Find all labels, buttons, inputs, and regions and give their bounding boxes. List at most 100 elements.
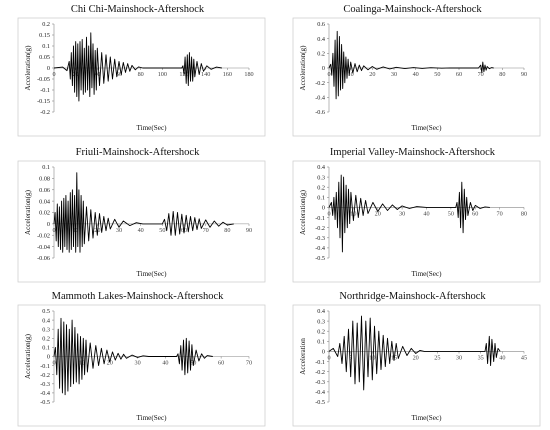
y-tick-label: 0.4 [317, 308, 325, 315]
y-tick-label: 0.2 [317, 328, 325, 335]
chart-frame [292, 160, 541, 283]
x-axis-title: Time(Sec) [411, 124, 442, 132]
y-tick-label: -0.02 [37, 232, 50, 239]
y-axis-title: Acceleration(g) [24, 189, 32, 235]
x-tick-label: 30 [116, 227, 122, 234]
y-tick-label: 0 [322, 349, 325, 356]
chart-panel: Chi Chi-Mainshock-Aftershock -0.2 -0.15 -0.… [0, 0, 275, 140]
x-tick-label: 50 [159, 227, 165, 234]
y-tick-label: -0.5 [315, 255, 325, 262]
x-tick-label: 40 [94, 71, 100, 78]
x-tick-label: 70 [497, 210, 503, 217]
chart-panel: Coalinga-Mainshock-Aftershock -0.6 -0.4 -0.… [275, 0, 550, 140]
chart-panel: Northridge-Mainshock-Aftershock -0.5 -0.4 -… [275, 287, 550, 430]
y-tick-label: -0.2 [315, 369, 325, 376]
chart-panel: Friuli-Mainshock-Aftershock -0.06 -0.04 -0.… [0, 143, 275, 286]
x-tick-label: 70 [478, 71, 484, 78]
y-tick-label: -0.1 [40, 363, 50, 370]
x-tick-label: 20 [107, 360, 113, 367]
acceleration-trace [328, 315, 501, 391]
y-tick-label: -0.2 [40, 372, 50, 379]
x-tick-label: 70 [246, 360, 252, 367]
x-tick-label: 70 [203, 227, 209, 234]
x-tick-label: 60 [116, 71, 122, 78]
x-tick-label: 35 [478, 354, 484, 361]
chart-frame [17, 17, 266, 137]
chart-svg: -0.5-0.4-0.3-0.2-0.100.10.20.30.40 10 20 30… [292, 160, 541, 283]
y-tick-label: 0.4 [317, 36, 325, 43]
y-tick-label: 0.4 [42, 317, 50, 324]
x-tick-label: 5 [349, 354, 352, 361]
y-tick-label: 0.02 [39, 210, 50, 217]
x-tick-label: 0 [52, 227, 55, 234]
y-tick-label: -0.3 [315, 379, 325, 386]
y-axis-title: Acceleration(g) [299, 189, 307, 235]
x-tick-label: 60 [218, 360, 224, 367]
y-tick-label: -0.2 [315, 225, 325, 232]
y-tick-label: -0.1 [315, 359, 325, 366]
x-tick-label: 60 [456, 71, 462, 78]
y-tick-label: 0.05 [39, 54, 50, 61]
x-axis-title: Time(Sec) [136, 270, 167, 278]
acceleration-trace [53, 32, 222, 102]
x-tick-label: 30 [399, 210, 405, 217]
x-tick-label: 80 [499, 71, 505, 78]
y-tick-label: 0 [47, 65, 50, 72]
x-tick-label: 50 [434, 71, 440, 78]
y-tick-label: 0.1 [317, 339, 325, 346]
x-tick-label: 30 [456, 354, 462, 361]
y-tick-label: -0.2 [315, 80, 325, 87]
x-tick-label: 40 [413, 71, 419, 78]
y-tick-label: -0.4 [315, 95, 325, 102]
x-axis-title: Time(Sec) [411, 414, 442, 422]
chart-svg: -0.5-0.4-0.3-0.2-0.100.10.20.30.40.50 10 2… [17, 304, 266, 427]
y-tick-label: 0.04 [39, 198, 50, 205]
y-tick-label: -0.6 [315, 109, 325, 116]
y-tick-label: -0.15 [37, 98, 50, 105]
y-tick-label: 0.2 [317, 184, 325, 191]
x-axis-title: Time(Sec) [136, 414, 167, 422]
chart-panel: Imperial Valley-Mainshock-Aftershock -0.5… [275, 143, 550, 286]
y-tick-label: 0 [47, 354, 50, 361]
x-tick-label: 80 [224, 227, 230, 234]
y-tick-label: -0.5 [315, 399, 325, 406]
acceleration-trace [328, 30, 494, 100]
x-axis-title: Time(Sec) [136, 124, 167, 132]
y-tick-label: 0.2 [317, 51, 325, 58]
x-tick-label: 20 [369, 71, 375, 78]
y-tick-label: 0.1 [42, 345, 50, 352]
x-tick-label: 80 [138, 71, 144, 78]
x-tick-label: 40 [423, 210, 429, 217]
y-tick-label: -0.04 [37, 244, 50, 251]
x-tick-label: 10 [348, 71, 354, 78]
y-tick-label: -0.4 [315, 389, 325, 396]
acceleration-trace [53, 317, 213, 396]
y-tick-label: 0.3 [317, 174, 325, 181]
y-tick-label: 0.15 [39, 32, 50, 39]
x-tick-label: 20 [94, 227, 100, 234]
x-tick-label: 90 [521, 71, 527, 78]
x-tick-label: 20 [413, 354, 419, 361]
x-tick-label: 30 [391, 71, 397, 78]
chart-title: Friuli-Mainshock-Aftershock [75, 147, 200, 158]
y-tick-label: -0.3 [40, 381, 50, 388]
x-tick-label: 180 [244, 71, 253, 78]
x-tick-label: 90 [246, 227, 252, 234]
x-tick-label: 0 [327, 210, 330, 217]
acceleration-trace [328, 174, 490, 253]
x-tick-label: 160 [223, 71, 232, 78]
y-tick-label: -0.06 [37, 255, 50, 262]
y-tick-label: -0.4 [315, 245, 325, 252]
y-tick-label: 0.06 [39, 187, 50, 194]
x-tick-label: 25 [434, 354, 440, 361]
acceleration-trace [53, 172, 234, 253]
y-tick-label: 0 [47, 221, 50, 228]
x-tick-label: 40 [162, 360, 168, 367]
chart-frame [17, 160, 266, 283]
x-tick-label: 40 [499, 354, 505, 361]
y-tick-label: -0.05 [37, 76, 50, 83]
x-tick-label: 0 [327, 71, 330, 78]
y-axis-title: Acceleration(g) [24, 333, 32, 379]
chart-frame [292, 304, 541, 427]
